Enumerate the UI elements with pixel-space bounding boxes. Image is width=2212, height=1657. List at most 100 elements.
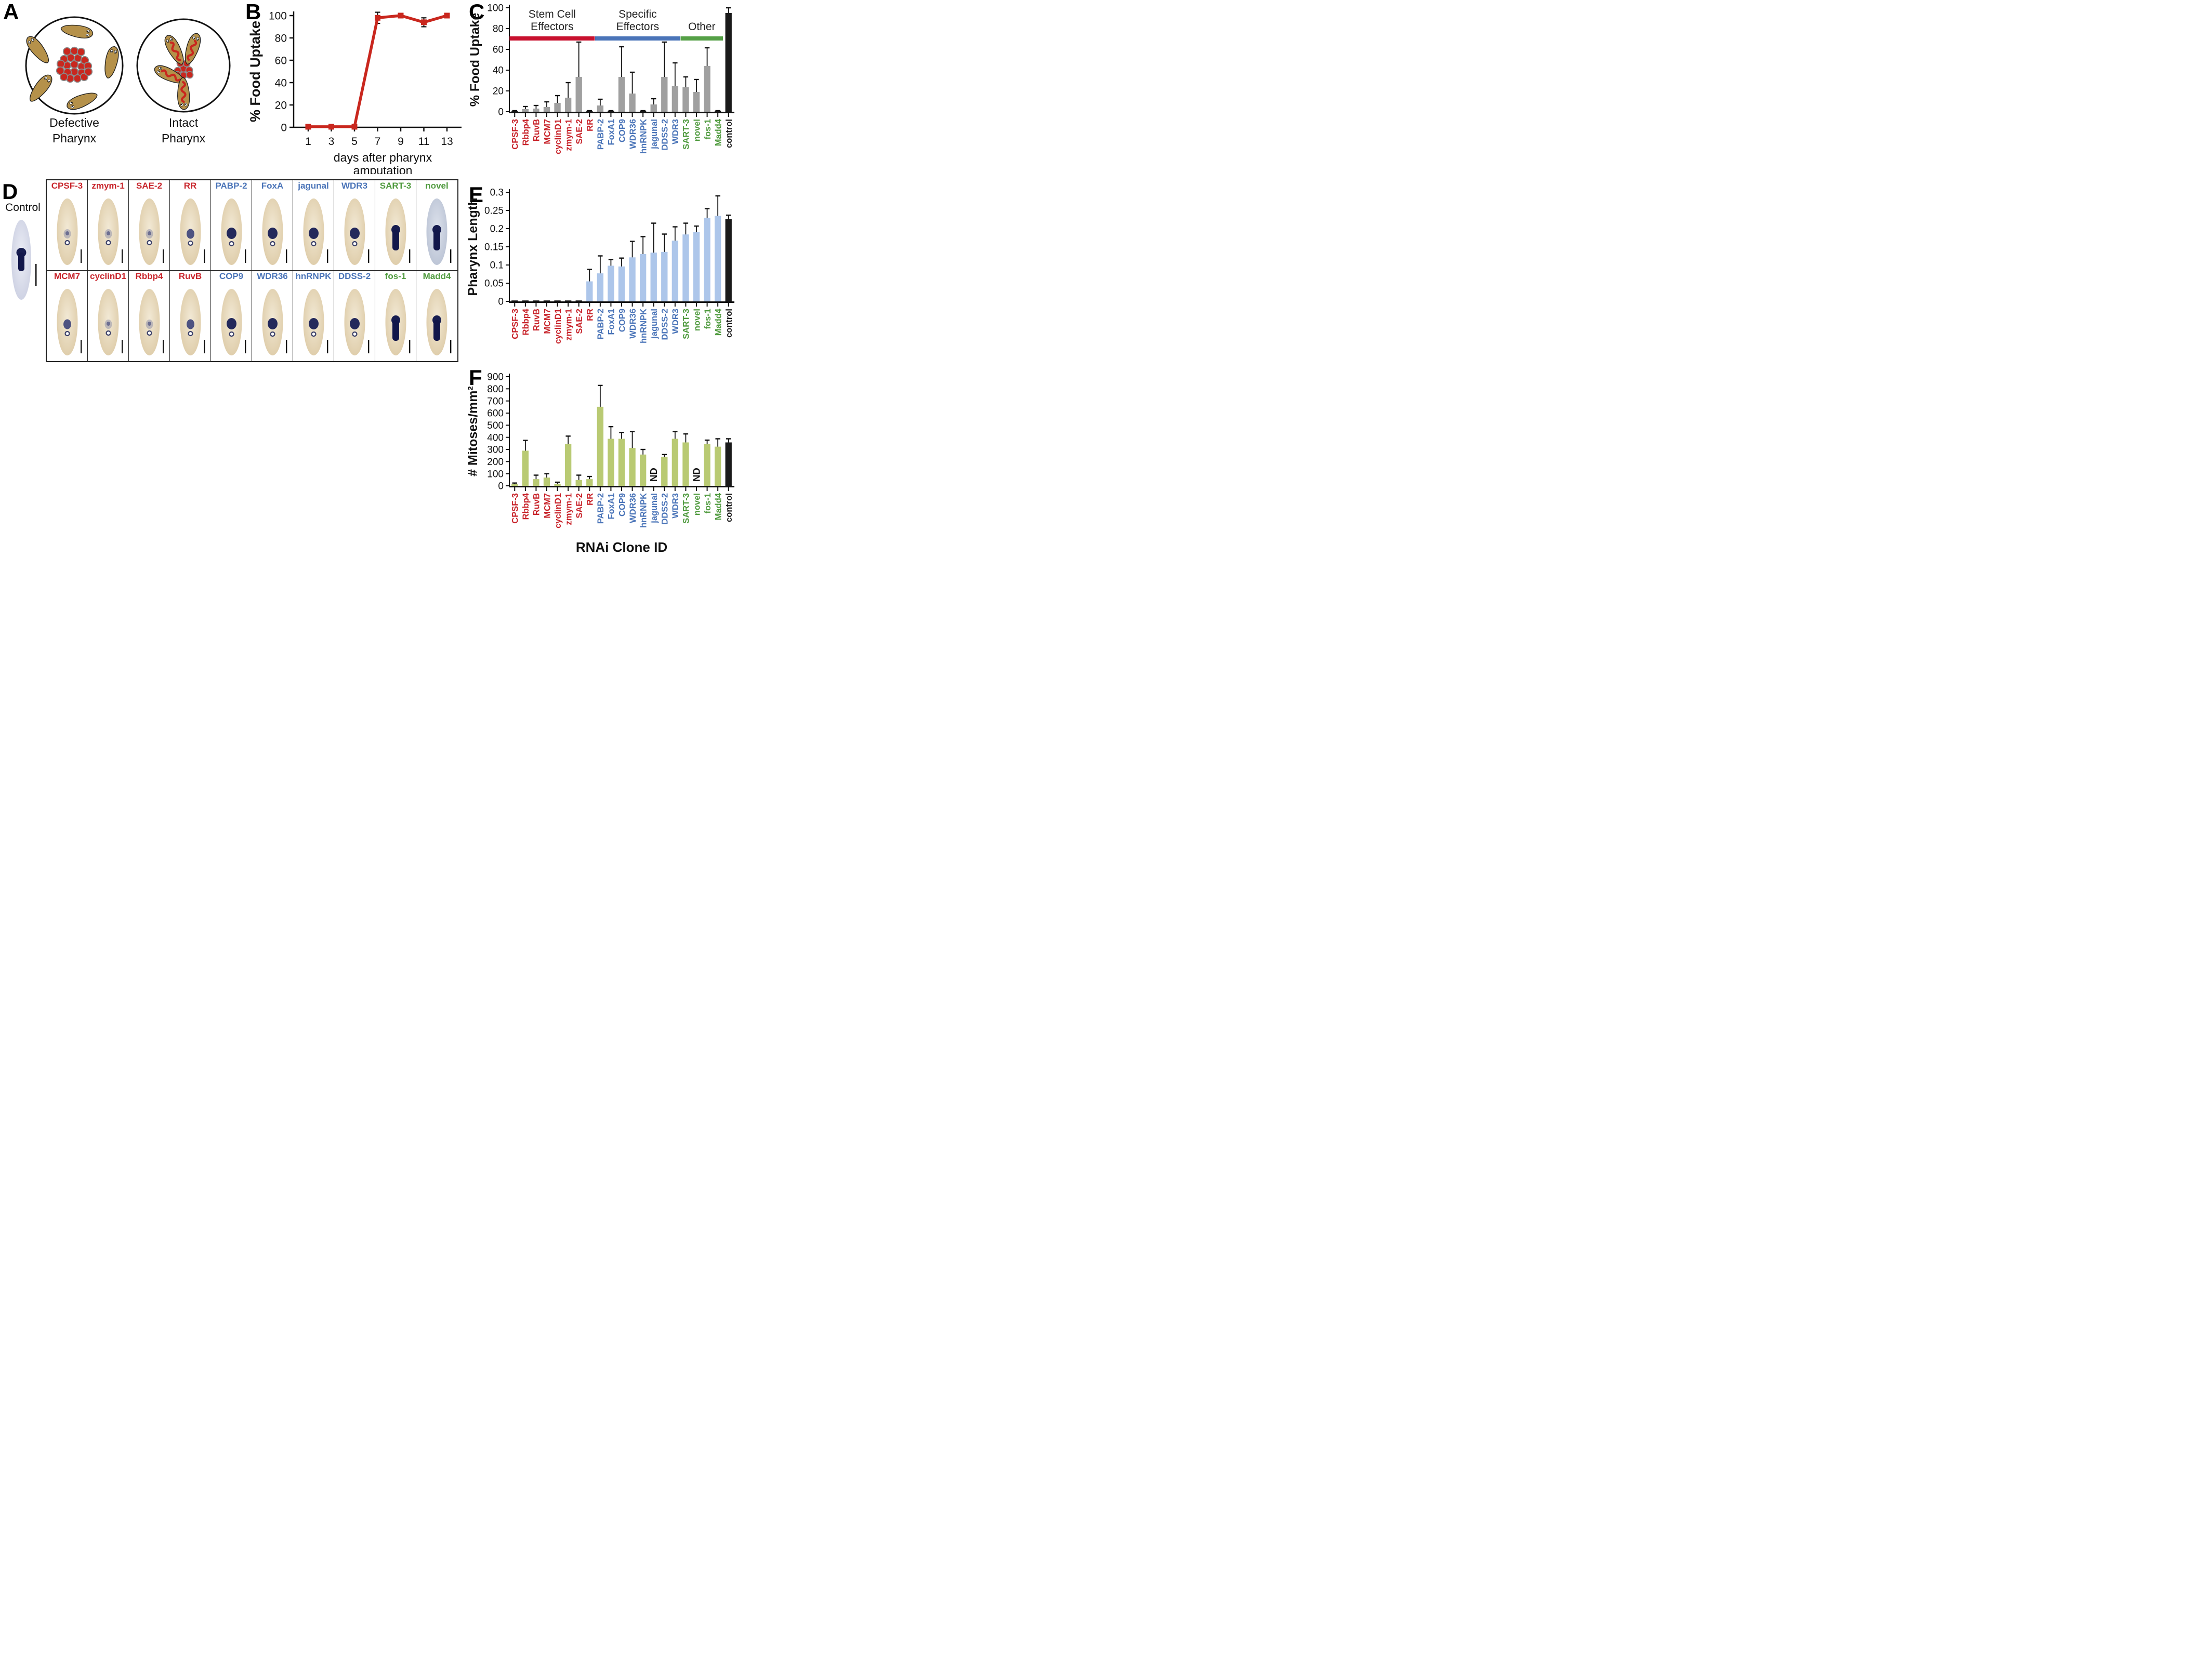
bar-Rbbp4	[522, 300, 529, 301]
defective-pharynx-caption: Defective Pharynx	[30, 115, 118, 147]
bar-PABP-2	[597, 105, 604, 112]
x-category-label: Madd4	[714, 118, 723, 146]
bar-COP9	[618, 77, 625, 112]
worm-image	[344, 289, 370, 355]
gene-label: FoxA	[261, 181, 284, 191]
data-point	[421, 19, 427, 25]
planarian-worm	[67, 92, 98, 110]
bar-RuvB	[533, 300, 539, 301]
y-tick-label: 700	[487, 396, 504, 407]
worm-eye-dot	[48, 81, 50, 82]
bar-PABP-2	[597, 273, 604, 301]
y-tick-label: 200	[487, 457, 504, 468]
x-category-label: control	[725, 119, 734, 148]
bar-DDSS-2	[661, 77, 668, 112]
x-category-label: fos-1	[703, 309, 713, 329]
ish-image-cell: zmym-1	[88, 180, 129, 271]
scale-bar	[245, 340, 246, 353]
bar-MCM7	[543, 300, 550, 301]
x-axis	[509, 301, 734, 303]
scale-bar	[81, 249, 82, 263]
bar-fos-1	[704, 444, 710, 486]
worm-image	[426, 198, 452, 265]
scale-bar	[409, 249, 411, 263]
group-title: Effectors	[531, 21, 573, 33]
x-category-label: cyclinD1	[554, 493, 563, 528]
caption-line: Pharynx	[161, 131, 206, 145]
scale-bar	[450, 249, 452, 263]
bar-novel	[693, 92, 700, 112]
x-category-label: Rbbp4	[521, 118, 531, 145]
scale-bar	[122, 340, 123, 353]
bar-DDSS-2	[661, 251, 668, 301]
worm-image	[98, 198, 123, 265]
worm-eye-dot	[158, 71, 160, 73]
y-tick-label: 400	[487, 432, 504, 443]
bar-novel	[693, 232, 700, 301]
ingested-food-squiggle	[187, 39, 198, 61]
pharynx-length-bar-chart: 0 0.05 0.1 0.15 0.2 0.25 0.3 CPSF-3 Rbbp4 RuvB MCM…	[468, 188, 734, 344]
bar-WDR3	[672, 439, 679, 486]
planarian-worm	[104, 46, 119, 79]
worm-image	[139, 198, 164, 265]
x-category-label: jagunal	[650, 309, 659, 339]
scale-bar	[368, 340, 370, 353]
gene-label: novel	[425, 181, 449, 191]
y-tick-label: 0	[498, 107, 504, 118]
bar-jagunal	[650, 104, 657, 112]
mouth-ring	[311, 241, 317, 247]
ish-image-cell: CPSF-3	[47, 180, 88, 271]
worm-image	[426, 289, 452, 355]
y-tick-label: 20	[493, 86, 504, 97]
bar-COP9	[618, 439, 625, 486]
bar-Rbbp4	[522, 450, 529, 486]
caption-line: Intact	[168, 116, 199, 129]
scale-bar	[81, 340, 82, 353]
bar-fos-1	[704, 66, 710, 112]
y-tick-label: 300	[487, 445, 504, 456]
panel-b-letter: B	[245, 0, 261, 24]
y-tick-label: 0.25	[484, 206, 504, 217]
bar-cyclinD1	[554, 484, 561, 486]
stain-medium	[187, 319, 194, 329]
bar-zmym-1	[564, 98, 572, 112]
ish-image-cell: WDR36	[252, 271, 293, 361]
scale-bar	[368, 249, 370, 263]
x-axis	[509, 486, 734, 487]
mouth-ring	[147, 240, 152, 246]
bar-SART-3	[682, 234, 689, 301]
group-underline	[680, 36, 723, 41]
worm-body	[26, 36, 49, 63]
x-category-label: RuvB	[532, 309, 542, 331]
scale-bar	[450, 340, 452, 353]
data-point	[351, 124, 358, 130]
x-category-label: novel	[692, 493, 702, 515]
stain-spot	[65, 231, 69, 235]
x-category-label: SART-3	[682, 119, 691, 150]
gene-label: Rbbp4	[135, 271, 163, 281]
x-category-label: SAE-2	[575, 119, 584, 144]
ish-image-cell: RuvB	[170, 271, 211, 361]
bar-zmym-1	[564, 444, 572, 486]
ish-image-cell: COP9	[211, 271, 252, 361]
mouth-ring	[270, 241, 275, 247]
x-tick-label: 5	[351, 136, 358, 148]
x-category-label: control	[725, 309, 734, 338]
y-axis-title: Pharynx Length	[468, 198, 480, 296]
gene-label: RR	[183, 181, 197, 191]
mouth-ring	[147, 330, 152, 336]
food-pellet	[70, 46, 79, 56]
food-pellet	[59, 72, 69, 82]
ish-image-cell: FoxA	[252, 180, 293, 271]
x-category-label: SAE-2	[575, 309, 584, 334]
y-tick-label: 100	[487, 3, 504, 14]
bar-COP9	[618, 266, 625, 301]
planarian-worm	[164, 35, 184, 65]
worm-body	[164, 35, 184, 65]
bar-WDR36	[629, 257, 636, 301]
stain-pharynx	[392, 320, 399, 341]
worm-body	[30, 74, 52, 102]
ish-image-cell: jagunal	[293, 180, 334, 271]
stain-spot	[107, 231, 110, 235]
